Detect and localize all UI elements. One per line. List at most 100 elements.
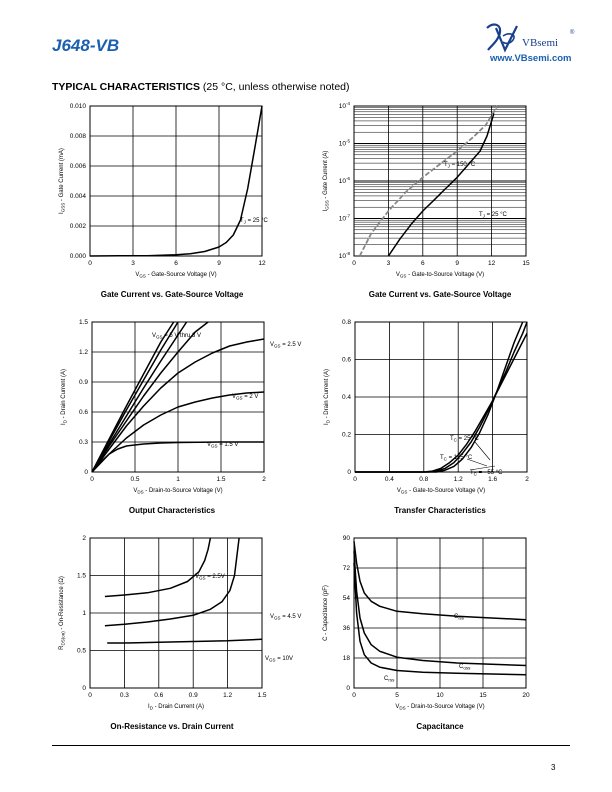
y-axis-label: ID - Drain Current (A) [61,369,68,425]
x-tick-label: 0.6 [154,692,163,699]
series-line [104,537,240,627]
series-line [353,541,527,621]
curve-annotation: TJ = 25 °C [479,212,508,219]
x-tick-label: 6 [421,260,425,267]
curve-annotation: VGS = 4.5 V [270,614,301,621]
chart-transfer-characteristics: 0 0.4 0.8 1.2 1.6 2 0 0.2 0.4 0.6 0.8 VGS - Gate-to… [315,315,555,505]
x-tick-label: 0 [88,692,92,699]
series-line [91,321,175,473]
x-tick-label: 3 [387,260,391,267]
chart-on-resistance: 0 0.3 0.6 0.9 1.2 1.5 0 0.5 1 1.5 2 ID - Drain Curr… [45,530,301,720]
chart-svg: 0 0.3 0.6 0.9 1.2 1.5 0 0.5 1 1.5 2 ID - Drain Curr… [59,535,301,711]
x-tick-label: 3 [131,260,135,267]
y-tick-label: 1.2 [79,349,88,356]
x-tick-label: 12 [258,260,266,267]
curve-annotation: Ciss [454,614,465,621]
chart-output-characteristics: 0 0.5 1 1.5 2 0 0.3 0.6 0.9 1.2 1.5 VDS - Drain-to-… [45,315,301,505]
annotation-leader [474,441,491,461]
x-tick-label: 0.9 [189,692,198,699]
x-axis-label: VGS - Gate-to-Source Voltage (V) [396,272,484,279]
series-line [91,391,265,473]
x-tick-label: 10 [436,692,444,699]
series-line [91,441,264,473]
gridlines [90,106,262,256]
y-tick-label: 0.004 [70,193,87,200]
chart-gate-current-log: 0 3 6 9 12 15 10-8 10-7 10-6 10-5 10-4 VGS - Gate-t… [315,100,555,290]
curve-annotation: VGS = 2.5 V [270,342,301,349]
curve-annotation: VGS = 5 V thru 3 V [152,333,201,340]
y-tick-label: 0.2 [342,432,351,439]
y-axis-label: RDS(on) - On-Resistance (Ω) [59,576,66,650]
y-tick-label: 0.006 [70,163,87,170]
x-tick-label: 2 [262,476,266,483]
x-tick-label: 0.3 [120,692,129,699]
y-tick-label: 10-4 [339,101,351,110]
x-tick-label: 15 [522,260,530,267]
plot-frame [353,537,527,689]
series-line [91,321,209,473]
annotation-leader [469,465,496,471]
series-line [104,537,212,598]
x-axis-label: VGS - Gate-to-Source Voltage (V) [397,488,485,495]
y-tick-label: 54 [343,595,351,602]
y-axis-label: IGSS - Gate Current (mA) [59,148,66,214]
x-tick-label: 0 [353,476,357,483]
series-line [355,332,528,473]
caption-gate-current-log: Gate Current vs. Gate-Source Voltage [368,290,512,299]
section-title: TYPICAL CHARACTERISTICS [52,81,200,93]
x-tick-label: 6 [174,260,178,267]
x-tick-label: 0 [352,260,356,267]
footer-rule [52,745,570,746]
x-axis-label: VGS - Gate-Source Voltage (V) [135,272,216,279]
curve-annotation: VGS = 2 V [232,394,258,401]
y-tick-label: 1.5 [79,319,88,326]
y-tick-label: 0.010 [70,103,87,110]
series-line [353,562,527,676]
brand-name: VBsemi [522,37,559,49]
y-tick-label: 0.6 [342,357,351,364]
y-tick-label: 0.5 [77,648,86,655]
y-axis-label: C - Capacitance (pF) [323,585,329,641]
x-tick-label: 1.5 [257,692,266,699]
y-axis-label: IGSS - Gate Current (A) [323,151,330,212]
gridlines [355,322,527,472]
x-tick-label: 0 [88,260,92,267]
annotation-leader [466,458,488,467]
x-tick-label: 2 [525,476,529,483]
y-tick-label: 0.3 [79,439,88,446]
caption-capacitance: Capacitance [416,722,464,731]
chart-gate-current-linear: 0 3 6 9 12 0.000 0.002 0.004 0.006 0.008 0.010 VGS … [45,100,285,290]
curve-annotation: TC = 125 °C [440,455,473,462]
x-tick-label: 1 [176,476,180,483]
part-number: J648-VB [52,36,120,55]
series-line [355,321,528,473]
x-tick-label: 1.6 [488,476,497,483]
x-tick-label: 0.8 [419,476,428,483]
x-axis-label: ID - Drain Current (A) [148,704,204,711]
curve-annotation: Crss [384,676,395,683]
brand-registered-mark: ® [570,30,575,36]
section-heading: TYPICAL CHARACTERISTICS (25 °C, unless o… [52,81,350,93]
y-tick-label: 0 [84,469,88,476]
y-tick-label: 1.5 [77,573,86,580]
chart-svg: 0 0.4 0.8 1.2 1.6 2 0 0.2 0.4 0.6 0.8 VGS - Gate-to… [324,319,529,495]
y-tick-label: 0 [347,469,351,476]
series-line [107,638,263,644]
page-number: 3 [551,763,556,772]
x-tick-label: 1.2 [223,692,232,699]
x-tick-label: 9 [217,260,221,267]
y-tick-label: 18 [343,655,351,662]
series-line [355,321,524,473]
brand-url[interactable]: www.VBsemi.com [490,53,572,64]
chart-capacitance: 0 5 10 15 20 0 18 36 54 72 90 VDS - Drain-to-Source… [315,530,555,720]
caption-gate-current-linear: Gate Current vs. Gate-Source Voltage [100,290,244,299]
plot-frame [353,105,527,257]
series-line [358,105,499,257]
caption-transfer-characteristics: Transfer Characteristics [394,506,486,515]
gridlines [90,538,262,688]
plot-frame [89,537,263,689]
y-tick-label: 90 [343,535,351,542]
plot-frame [354,321,528,473]
vbsemi-logo [483,22,523,59]
x-tick-label: 15 [479,692,487,699]
